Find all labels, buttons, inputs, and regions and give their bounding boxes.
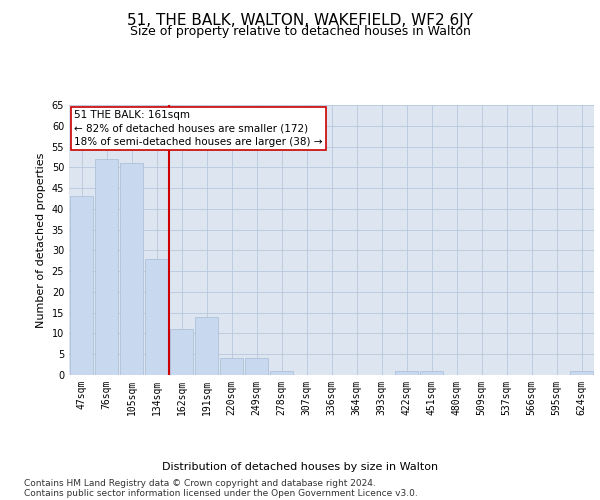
Bar — [220, 358, 243, 375]
Text: Contains HM Land Registry data © Crown copyright and database right 2024.
Contai: Contains HM Land Registry data © Crown c… — [24, 479, 418, 498]
Bar — [195, 317, 218, 375]
Bar — [395, 371, 418, 375]
Bar — [270, 371, 293, 375]
Bar — [70, 196, 93, 375]
Bar — [95, 159, 118, 375]
Bar — [120, 163, 143, 375]
Bar — [170, 330, 193, 375]
Text: 51 THE BALK: 161sqm
← 82% of detached houses are smaller (172)
18% of semi-detac: 51 THE BALK: 161sqm ← 82% of detached ho… — [74, 110, 323, 147]
Bar — [570, 371, 593, 375]
Text: Distribution of detached houses by size in Walton: Distribution of detached houses by size … — [162, 462, 438, 472]
Text: Size of property relative to detached houses in Walton: Size of property relative to detached ho… — [130, 25, 470, 38]
Text: 51, THE BALK, WALTON, WAKEFIELD, WF2 6JY: 51, THE BALK, WALTON, WAKEFIELD, WF2 6JY — [127, 12, 473, 28]
Bar — [145, 258, 168, 375]
Bar — [420, 371, 443, 375]
Y-axis label: Number of detached properties: Number of detached properties — [36, 152, 46, 328]
Bar — [245, 358, 268, 375]
